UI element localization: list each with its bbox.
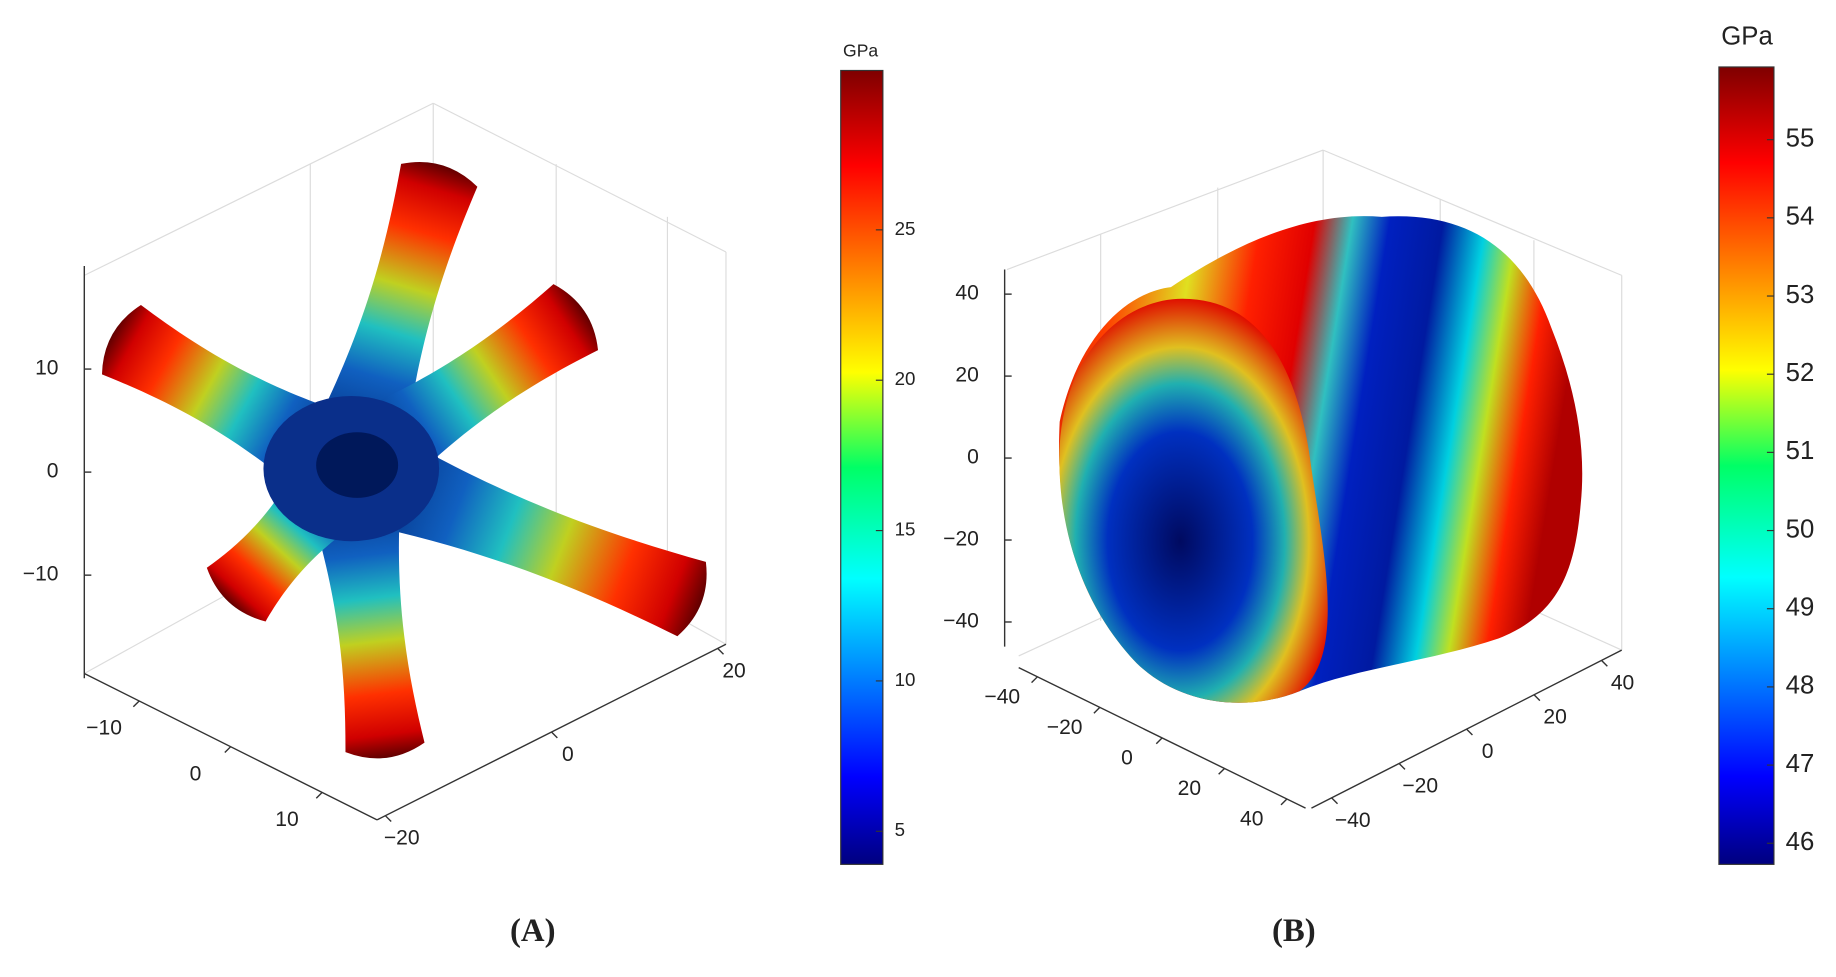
z-tick-label: −40: [943, 610, 979, 633]
x-tick-label: 0: [1121, 747, 1133, 770]
colorbar-tick-label: 54: [1786, 203, 1815, 231]
y-tick-label: 0: [1482, 740, 1494, 763]
tick-mark: [1331, 797, 1339, 805]
tick-mark: [315, 791, 323, 799]
colorbar: [840, 69, 884, 865]
z-tick-label: 20: [955, 364, 978, 387]
tick-mark: [1398, 762, 1406, 770]
tick-mark: [224, 746, 232, 754]
z-tick-label: 0: [47, 460, 59, 483]
colorbar-tick-label: 10: [895, 669, 916, 690]
surfaces: [101, 162, 1583, 759]
y-tick-label: 20: [1543, 706, 1566, 729]
surface-core: [316, 432, 399, 498]
surface-blob-face: [1059, 298, 1328, 703]
tick-mark: [384, 815, 392, 823]
x-tick-label: −10: [86, 717, 122, 740]
tick-mark: [1031, 676, 1038, 684]
y-tick-label: −40: [1335, 809, 1371, 832]
tick-mark: [1533, 694, 1541, 702]
z-tick-label: 40: [955, 282, 978, 305]
colorbar-tick-label: 55: [1786, 124, 1815, 152]
tick-mark: [1093, 706, 1101, 714]
y-tick-label: −20: [1402, 774, 1438, 797]
panel-label: (B): [1272, 913, 1316, 949]
colorbar-tick-label: 25: [895, 218, 916, 239]
tick-mark: [717, 647, 725, 655]
colorbar-tick-label: 51: [1786, 437, 1815, 465]
tick-mark: [551, 731, 558, 739]
tick-mark: [1280, 798, 1288, 806]
x-tick-label: 0: [190, 762, 202, 785]
y-tick-label: 40: [1611, 671, 1634, 694]
colorbar-tick-label: 52: [1786, 359, 1815, 387]
x-tick-label: 40: [1240, 808, 1263, 831]
colorbar-tick-label: 48: [1786, 672, 1815, 700]
colorbar-tick-label: 5: [895, 819, 905, 840]
x-tick-label: −40: [984, 685, 1020, 708]
colorbar-label: GPa: [843, 40, 878, 60]
z-tick-label: −20: [943, 528, 979, 551]
tick-mark: [1155, 737, 1163, 745]
y-tick-label: 0: [562, 743, 574, 766]
tick-mark: [1600, 659, 1608, 667]
colorbar-tick-label: 20: [895, 368, 916, 389]
x-tick-label: −20: [1047, 716, 1083, 739]
colorbar: [1718, 66, 1775, 865]
colorbar-tick-label: 49: [1786, 594, 1815, 622]
panel-label: (A): [510, 913, 556, 949]
tick-mark: [132, 700, 140, 708]
x-tick-label: 20: [1178, 777, 1201, 800]
z-tick-label: 0: [967, 446, 979, 469]
colorbar-tick-label: 46: [1786, 828, 1815, 856]
colorbar-tick-label: 53: [1786, 281, 1815, 309]
colorbar-label: GPa: [1721, 23, 1773, 51]
colorbar-tick-label: 47: [1786, 750, 1815, 778]
y-tick-label: 20: [722, 659, 745, 682]
z-tick-label: 10: [35, 357, 58, 380]
colorbar-tick-label: 15: [895, 519, 916, 540]
tick-mark: [1218, 767, 1225, 775]
colorbar-tick-label: 50: [1786, 515, 1815, 543]
z-tick-label: −10: [23, 563, 59, 586]
tick-mark: [1466, 728, 1473, 736]
x-tick-label: 10: [275, 808, 298, 831]
y-tick-label: −20: [384, 827, 420, 850]
